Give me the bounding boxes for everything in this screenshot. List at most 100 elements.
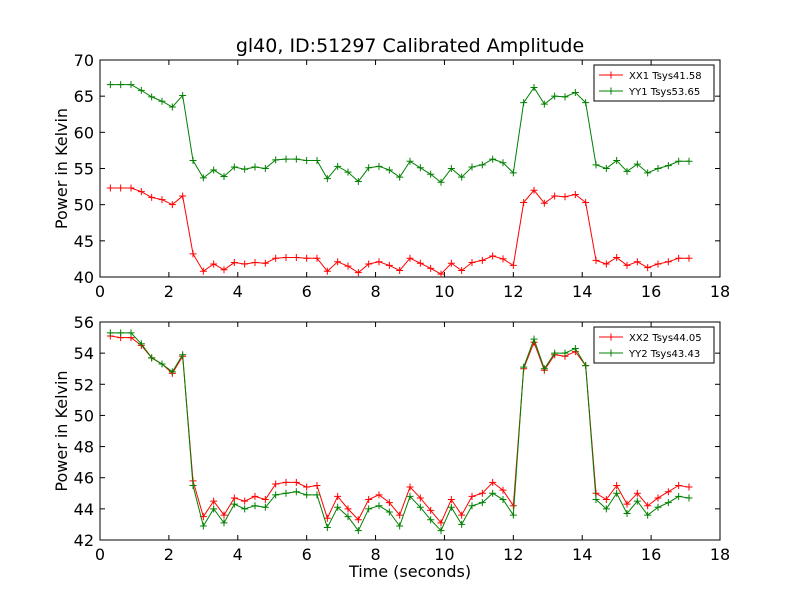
data-point-marker	[468, 163, 476, 171]
data-point-marker	[189, 482, 197, 489]
data-point-marker	[644, 511, 652, 519]
data-point-marker	[292, 253, 300, 261]
data-point-marker	[354, 178, 362, 186]
legend-marker	[607, 87, 615, 95]
data-point-marker	[303, 157, 311, 165]
data-point-marker	[282, 478, 290, 486]
y-tick-label: 45	[74, 232, 94, 251]
data-point-marker	[561, 93, 569, 101]
data-point-marker	[540, 100, 548, 108]
data-point-marker	[571, 344, 579, 352]
x-tick-label: 2	[164, 545, 174, 564]
x-tick-label: 14	[572, 545, 592, 564]
data-point-marker	[458, 511, 466, 519]
data-point-marker	[365, 260, 373, 268]
y-axis-label: Power in Kelvin	[52, 370, 71, 491]
data-point-marker	[654, 494, 662, 502]
data-point-marker	[561, 349, 569, 357]
x-tick-label: 16	[641, 545, 661, 564]
data-point-marker	[365, 164, 373, 172]
data-point-marker	[303, 254, 311, 262]
data-point-marker	[241, 505, 249, 513]
data-point-marker	[644, 264, 652, 272]
data-point-marker	[137, 86, 145, 94]
data-point-marker	[127, 184, 135, 192]
data-point-marker	[582, 198, 590, 206]
data-point-marker	[344, 168, 352, 176]
y-tick-label: 46	[74, 469, 94, 488]
data-point-marker	[675, 482, 683, 489]
data-point-marker	[561, 193, 569, 201]
data-point-marker	[199, 267, 207, 275]
data-point-marker	[478, 489, 486, 497]
x-tick-label: 12	[503, 282, 523, 301]
data-point-marker	[664, 162, 672, 170]
data-point-marker	[406, 254, 414, 262]
data-point-marker	[385, 508, 393, 516]
data-point-marker	[117, 184, 125, 192]
data-point-marker	[520, 99, 528, 107]
data-point-marker	[664, 488, 672, 496]
data-point-marker	[613, 489, 621, 497]
data-point-marker	[251, 259, 259, 267]
data-point-marker	[241, 165, 249, 173]
data-point-marker	[168, 103, 176, 111]
data-point-marker	[644, 169, 652, 177]
x-tick-label: 6	[302, 545, 312, 564]
data-point-marker	[344, 262, 352, 270]
data-point-marker	[261, 259, 269, 267]
data-point-marker	[179, 192, 187, 200]
data-point-marker	[106, 184, 114, 192]
data-point-marker	[261, 503, 269, 511]
data-point-marker	[323, 267, 331, 275]
data-point-marker	[685, 483, 693, 491]
data-point-marker	[375, 502, 383, 510]
data-point-marker	[354, 516, 362, 524]
data-point-marker	[468, 492, 476, 500]
x-tick-label: 18	[710, 545, 730, 564]
data-point-marker	[489, 478, 497, 486]
y-tick-label: 56	[74, 313, 94, 332]
legend-label: YY1 Tsys53.65	[628, 87, 700, 98]
data-point-marker	[468, 502, 476, 510]
data-point-marker	[251, 502, 259, 510]
y-tick-label: 50	[74, 196, 94, 215]
data-point-marker	[458, 266, 466, 274]
x-tick-label: 4	[233, 545, 243, 564]
x-tick-label: 8	[370, 545, 380, 564]
data-point-marker	[210, 166, 218, 174]
legend-box	[593, 64, 715, 102]
data-point-marker	[613, 253, 621, 261]
data-point-marker	[437, 178, 445, 186]
data-point-marker	[447, 496, 455, 504]
data-point-marker	[313, 254, 321, 262]
data-point-marker	[499, 255, 507, 263]
data-point-marker	[230, 500, 238, 508]
data-point-marker	[375, 258, 383, 266]
data-point-marker	[148, 93, 156, 101]
data-point-marker	[127, 81, 135, 89]
data-point-marker	[675, 157, 683, 165]
data-point-marker	[582, 99, 590, 107]
data-point-marker	[644, 502, 652, 510]
data-point-marker	[241, 497, 249, 505]
data-point-marker	[220, 511, 228, 519]
data-point-marker	[385, 261, 393, 269]
x-tick-label: 16	[641, 282, 661, 301]
y-tick-label: 54	[74, 344, 94, 363]
data-point-marker	[509, 169, 517, 177]
data-point-marker	[602, 165, 610, 172]
data-point-marker	[592, 496, 600, 504]
data-point-marker	[344, 505, 352, 513]
data-point-marker	[375, 162, 383, 170]
data-point-marker	[375, 491, 383, 499]
data-point-marker	[499, 486, 507, 494]
data-point-marker	[685, 157, 693, 165]
data-point-marker	[334, 258, 342, 266]
data-point-marker	[633, 160, 641, 168]
data-point-marker	[220, 519, 228, 527]
data-point-marker	[685, 494, 693, 502]
data-point-marker	[292, 478, 300, 486]
data-point-marker	[230, 259, 238, 267]
